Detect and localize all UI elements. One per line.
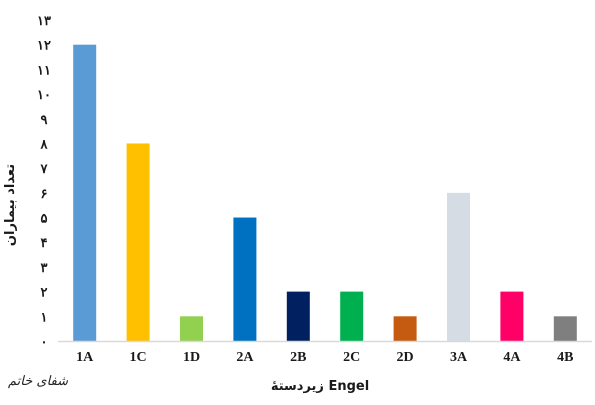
y-tick-label: ۰ [41,335,48,350]
y-tick-label: ۸ [40,137,49,152]
bar-1c [126,143,150,341]
y-tick-label: ۱۱ [37,63,51,78]
y-tick-label: ۲ [41,286,48,301]
y-tick-label: ۵ [41,212,48,227]
y-tick-label: ۱ [41,310,48,325]
x-tick-label: 1C [130,350,147,365]
x-tick-label: 4B [557,350,573,365]
y-tick-label: ۶ [41,187,48,202]
x-axis-label: زیردستهٔ Engel [271,379,369,394]
x-tick-label: 2B [290,350,306,365]
x-tick-label: 1A [76,350,94,365]
bars [73,44,577,341]
x-tick-label: 2C [343,350,360,365]
watermark-logo: شفای خاتم [8,374,69,389]
bar-4a [500,291,524,341]
x-tick-label: 2A [236,350,254,365]
x-tick-label: 3A [450,350,468,365]
bar-4b [553,316,577,341]
y-tick-label: ۱۳ [37,14,51,29]
bar-2b [286,291,310,341]
bar-1d [180,316,203,341]
y-tick-label: ۱۲ [37,39,51,54]
x-tick-label: 4A [503,350,521,365]
y-tick-label: ۹ [41,113,48,128]
y-tick-label: ۳ [41,261,48,276]
x-tick-labels: 1A 1C 1D 2A 2B 2C 2D 3A 4A 4B [76,350,573,365]
bar-2a [233,217,257,341]
y-tick-label: ۷ [40,162,49,177]
x-tick-label: 1D [183,350,200,365]
y-axis-label: تعداد بیماران [3,164,18,246]
bar-2d [393,316,417,341]
bar-1a [73,44,97,341]
x-tick-label: 2D [397,350,414,365]
y-tick-label: ۱۰ [37,88,51,103]
y-tick-label: ۴ [41,236,48,251]
bar-3a [447,192,470,341]
bar-2c [340,291,364,341]
